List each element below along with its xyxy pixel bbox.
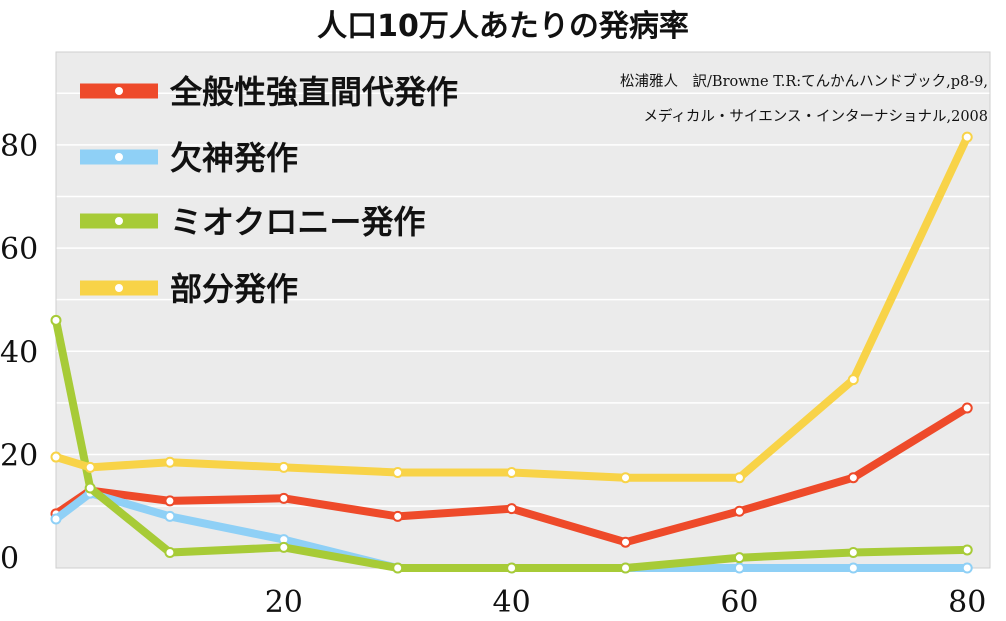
data-point — [506, 503, 518, 515]
y-tick-label: 20 — [0, 438, 38, 473]
data-point — [278, 541, 290, 553]
series-部分発作 — [50, 131, 973, 484]
chart-title: 人口10万人あたりの発病率 — [317, 9, 689, 44]
data-point — [164, 456, 176, 468]
x-tick-label: 60 — [720, 585, 758, 620]
legend-marker — [113, 85, 125, 97]
series-line — [52, 316, 972, 572]
data-point — [733, 505, 745, 517]
legend-item: 全般性強直間代発作 — [80, 73, 458, 111]
data-point — [84, 482, 96, 494]
grid-lines — [56, 92, 990, 507]
legend-marker — [113, 282, 125, 294]
data-point — [961, 562, 973, 574]
data-point — [50, 314, 62, 326]
data-point — [164, 547, 176, 559]
data-point — [506, 562, 518, 574]
y-axis-ticks: 0 20 40 60 80 — [0, 129, 38, 577]
y-tick-label: 40 — [0, 335, 38, 370]
legend-item: 欠神発作 — [80, 139, 298, 177]
data-point — [278, 461, 290, 473]
series-layer — [50, 131, 973, 574]
data-point — [392, 562, 404, 574]
data-point — [392, 467, 404, 479]
y-tick-label: 80 — [0, 129, 38, 164]
series-ミオクロニー発作 — [50, 314, 973, 574]
y-tick-label: 0 — [0, 542, 19, 577]
legend-item: 部分発作 — [80, 270, 298, 308]
data-point — [164, 510, 176, 522]
data-point — [733, 552, 745, 564]
data-point — [278, 492, 290, 504]
data-point — [620, 562, 632, 574]
legend-label: 部分発作 — [170, 270, 298, 308]
data-point — [847, 374, 859, 386]
data-point — [847, 547, 859, 559]
legend-label: ミオクロニー発作 — [170, 203, 425, 241]
y-tick-label: 60 — [0, 232, 38, 267]
legend-item: ミオクロニー発作 — [80, 203, 425, 241]
legend-label: 欠神発作 — [170, 139, 298, 177]
data-point — [84, 461, 96, 473]
legend-marker — [113, 151, 125, 163]
data-point — [847, 562, 859, 574]
data-point — [392, 510, 404, 522]
legend-label: 全般性強直間代発作 — [169, 73, 458, 111]
data-point — [506, 467, 518, 479]
data-point — [961, 402, 973, 414]
data-point — [620, 472, 632, 484]
x-axis-ticks: 20 40 60 80 — [265, 585, 987, 620]
series-line — [52, 404, 972, 547]
legend-marker — [113, 215, 125, 227]
x-tick-label: 20 — [265, 585, 303, 620]
data-point — [733, 472, 745, 484]
data-point — [620, 536, 632, 548]
data-point — [164, 495, 176, 507]
x-tick-label: 40 — [493, 585, 531, 620]
data-point — [733, 562, 745, 574]
data-point — [961, 544, 973, 556]
source-line-1: 松浦雅人 訳/Browne T.R:てんかんハンドブック,p8-9, — [620, 72, 988, 90]
x-tick-label: 80 — [948, 585, 986, 620]
data-point — [50, 513, 62, 525]
plot-background — [56, 52, 990, 568]
data-point — [847, 472, 859, 484]
data-point — [50, 451, 62, 463]
series-line — [52, 133, 972, 482]
data-point — [961, 131, 973, 143]
source-line-2: メディカル・サイエンス・インターナショナル,2008 — [643, 107, 988, 125]
